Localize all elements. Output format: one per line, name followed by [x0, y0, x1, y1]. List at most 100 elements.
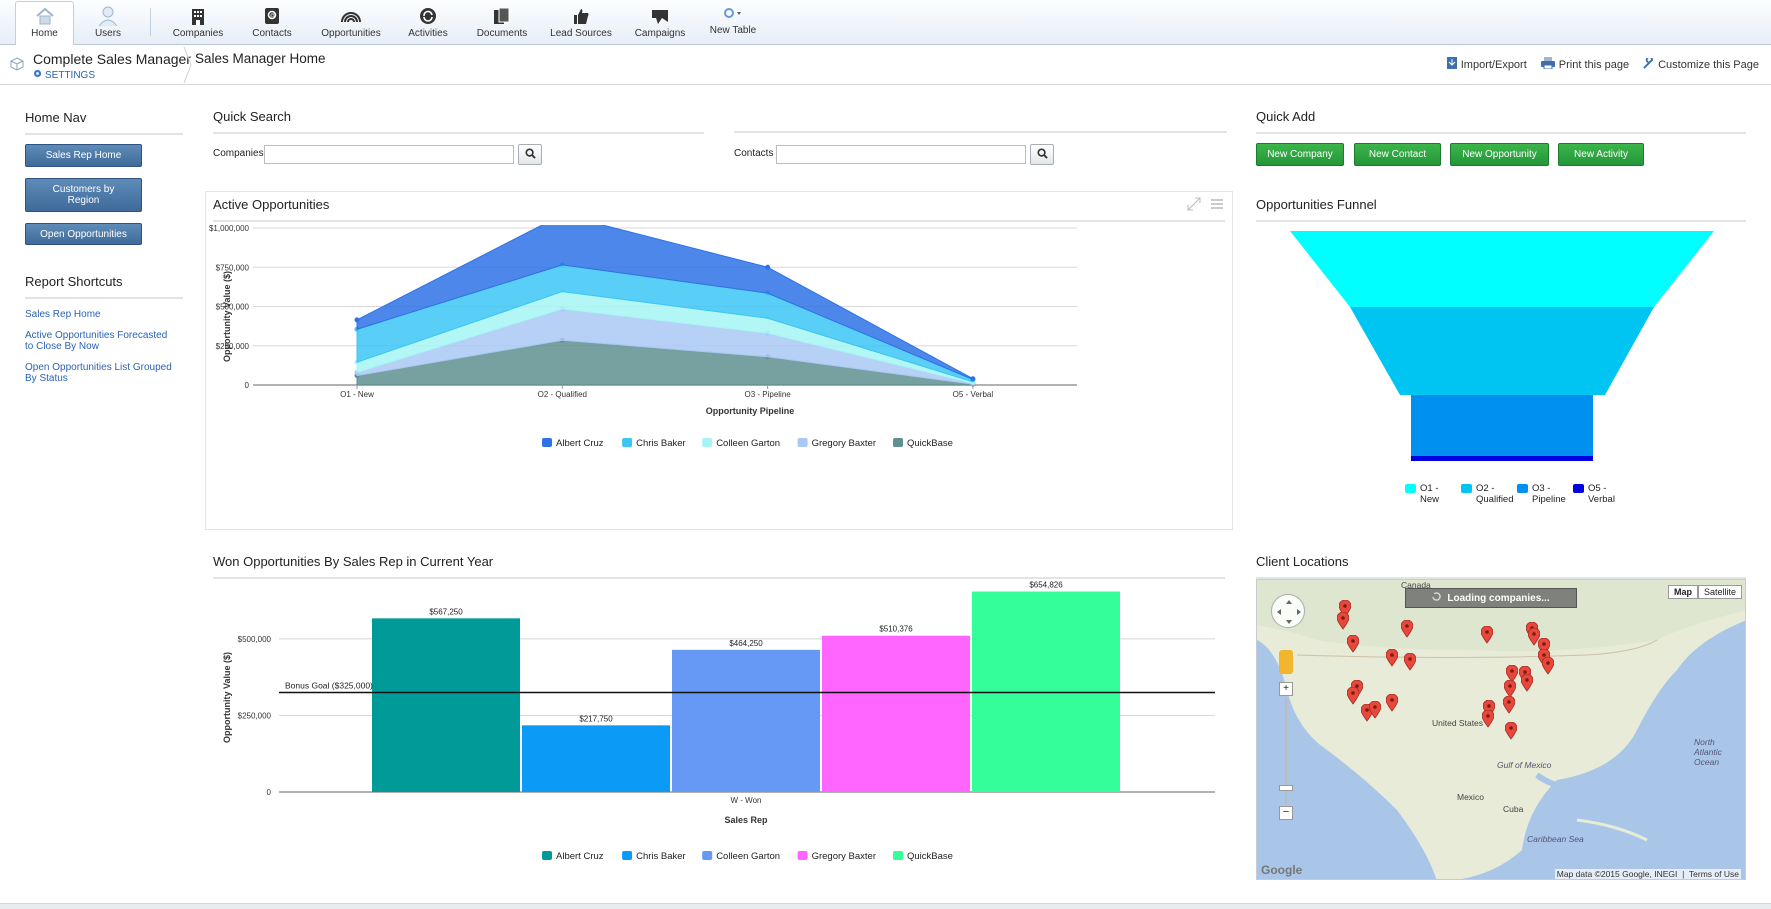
menu-icon[interactable]	[1210, 198, 1224, 213]
map-loading-text: Loading companies...	[1447, 592, 1550, 604]
map-pin-icon[interactable]	[1505, 722, 1517, 740]
customers-by-region-button[interactable]: Customers by Region	[25, 178, 142, 212]
contacts-search-input[interactable]	[776, 145, 1026, 164]
legend-item[interactable]: Gregory Baxter	[797, 851, 876, 862]
toolbar-home[interactable]: Home	[15, 1, 74, 45]
opportunities-funnel-title: Opportunities Funnel	[1256, 197, 1746, 222]
map-pin-icon[interactable]	[1506, 665, 1518, 683]
building-icon	[187, 6, 209, 26]
open-opportunities-button[interactable]: Open Opportunities	[25, 223, 142, 245]
legend-item[interactable]: Colleen Garton	[702, 851, 780, 862]
legend-item[interactable]: Gregory Baxter	[797, 438, 876, 449]
map-terms-link[interactable]: Terms of Use	[1688, 869, 1739, 879]
zoom-slider-handle[interactable]	[1279, 785, 1293, 791]
home-nav-title: Home Nav	[25, 110, 183, 135]
new-activity-button[interactable]: New Activity	[1558, 143, 1644, 166]
report-link-active-opportunities[interactable]: Active Opportunities Forecasted to Close…	[25, 330, 168, 352]
funnel-legend-item[interactable]: O3 - Pipeline	[1517, 483, 1566, 505]
report-link-sales-rep-home[interactable]: Sales Rep Home	[25, 309, 101, 320]
print-link[interactable]: Print this page	[1540, 57, 1629, 72]
toolbar-documents[interactable]: Documents	[472, 0, 532, 45]
map-pin-icon[interactable]	[1521, 674, 1533, 692]
bar-value-label: $510,376	[879, 625, 913, 634]
zoom-in-button[interactable]: +	[1279, 682, 1293, 696]
toolbar-contacts[interactable]: @ Contacts	[242, 0, 302, 45]
area-point[interactable]	[354, 317, 360, 323]
toolbar-new-table[interactable]: New Table	[706, 0, 760, 45]
toolbar-lead-sources[interactable]: Lead Sources	[548, 0, 614, 45]
contacts-search-button[interactable]	[1030, 144, 1054, 165]
map-pin-icon[interactable]	[1339, 600, 1351, 618]
legend-label: O5 - Verbal	[1588, 483, 1615, 505]
toolbar-lead-sources-label: Lead Sources	[550, 28, 612, 39]
legend-item[interactable]: Albert Cruz	[542, 438, 604, 449]
map-pin-icon[interactable]	[1538, 638, 1550, 656]
map-type-satellite-button[interactable]: Satellite	[1697, 585, 1742, 599]
funnel-legend-item[interactable]: O5 - Verbal	[1573, 483, 1619, 505]
toolbar-users[interactable]: Users	[83, 0, 133, 45]
map-pin-icon[interactable]	[1369, 701, 1381, 719]
legend-item[interactable]: Colleen Garton	[702, 438, 780, 449]
new-company-button[interactable]: New Company	[1256, 143, 1344, 166]
map-pin-icon[interactable]	[1483, 700, 1495, 718]
y-axis-label: Opportunity Value ($)	[222, 271, 232, 362]
area-point[interactable]	[970, 376, 976, 382]
legend-swatch	[622, 851, 633, 860]
report-link-open-opportunities[interactable]: Open Opportunities List Grouped By Statu…	[25, 362, 172, 384]
funnel-legend-item[interactable]: O1 - New	[1405, 483, 1451, 505]
zoom-slider-track[interactable]	[1285, 698, 1287, 804]
won-opportunities-chart: 0 $250,000 $500,000 $567,250 $217,750 $464,25…	[222, 581, 1215, 862]
companies-search-button[interactable]	[518, 144, 542, 165]
map-pin-icon[interactable]	[1401, 620, 1413, 638]
map-type-map-button[interactable]: Map	[1667, 585, 1698, 599]
funnel-legend-item[interactable]: O2 - Qualified	[1461, 483, 1514, 505]
legend-label: Colleen Garton	[716, 438, 780, 449]
legend-item[interactable]: QuickBase	[893, 851, 953, 862]
client-locations-map[interactable]: Canada United States Mexico Gulf of Mexico C…	[1256, 579, 1746, 880]
home-icon	[34, 6, 56, 26]
zoom-out-button[interactable]: −	[1279, 806, 1293, 820]
refresh-icon	[417, 6, 439, 26]
y-tick-label: $500,000	[216, 303, 250, 312]
settings-link[interactable]: SETTINGS	[33, 69, 95, 81]
map-pin-icon[interactable]	[1347, 635, 1359, 653]
toolbar-campaigns[interactable]: Campaigns	[630, 0, 690, 45]
map-pin-icon[interactable]	[1482, 710, 1494, 728]
map-pin-icon[interactable]	[1504, 680, 1516, 698]
map-pin-icon[interactable]	[1386, 649, 1398, 667]
map-pin-icon[interactable]	[1337, 612, 1349, 630]
legend-item[interactable]: Chris Baker	[622, 438, 686, 449]
map-pin-icon[interactable]	[1404, 653, 1416, 671]
map-pin-icon[interactable]	[1528, 628, 1540, 646]
legend-item[interactable]: Chris Baker	[622, 851, 686, 862]
toolbar-opportunities[interactable]: Opportunities	[316, 0, 386, 45]
bar-chris-baker[interactable]	[522, 725, 670, 792]
import-export-link[interactable]: Import/Export	[1446, 57, 1527, 72]
legend-item[interactable]: Albert Cruz	[542, 851, 604, 862]
map-pin-icon[interactable]	[1386, 694, 1398, 712]
app-title[interactable]: Complete Sales Manager	[33, 51, 191, 67]
map-pin-icon[interactable]	[1542, 657, 1554, 675]
map-pan-control[interactable]	[1271, 594, 1305, 628]
bar-gregory-baxter[interactable]	[822, 635, 970, 792]
legend-item[interactable]: QuickBase	[893, 438, 953, 449]
map-canvas: Canada United States Mexico Gulf of Mexico C…	[1257, 580, 1745, 879]
sales-rep-home-button[interactable]: Sales Rep Home	[25, 144, 142, 167]
expand-icon[interactable]	[1187, 197, 1201, 214]
toolbar-activities[interactable]: Activities	[400, 0, 456, 45]
bar-albert-cruz[interactable]	[372, 618, 520, 792]
map-pin-icon[interactable]	[1347, 687, 1359, 705]
app-cube-icon	[10, 57, 24, 74]
area-point[interactable]	[765, 264, 771, 270]
legend-swatch	[622, 438, 633, 447]
map-pin-icon[interactable]	[1481, 626, 1493, 644]
companies-search-input[interactable]	[264, 145, 514, 164]
bar-colleen-garton[interactable]	[672, 649, 820, 792]
map-pin-icon[interactable]	[1503, 696, 1515, 714]
street-view-pegman-icon[interactable]	[1279, 650, 1293, 674]
new-contact-button[interactable]: New Contact	[1354, 143, 1441, 166]
customize-link[interactable]: Customize this Page	[1643, 55, 1759, 72]
new-opportunity-button[interactable]: New Opportunity	[1450, 143, 1549, 166]
y-axis-label: Opportunity Value ($)	[222, 652, 232, 743]
toolbar-companies[interactable]: Companies	[168, 0, 228, 45]
